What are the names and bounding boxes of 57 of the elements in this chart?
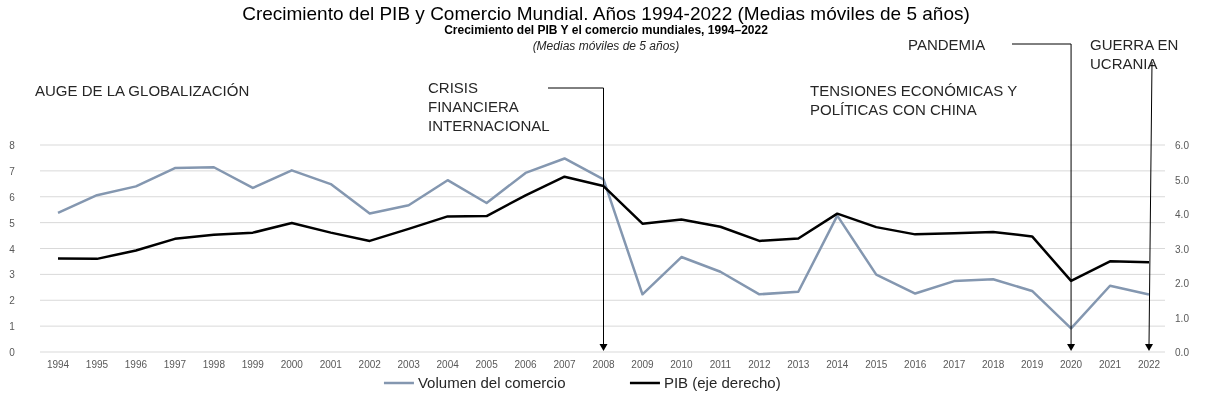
x-tick-label: 2016 — [904, 359, 927, 370]
line-series — [56, 157, 1151, 330]
x-tick-label: 2020 — [1059, 359, 1083, 370]
x-tick-label: 2007 — [553, 359, 577, 370]
x-tick-label: 1994 — [46, 359, 70, 370]
x-tick-label: 2011 — [709, 359, 732, 370]
y2-tick-label: 6.0 — [1175, 140, 1190, 151]
y-tick-label: 2 — [9, 295, 16, 307]
x-tick-label: 2018 — [982, 359, 1005, 370]
x-tick-label: 2002 — [358, 359, 382, 370]
x-tick-label: 1999 — [241, 359, 265, 370]
chart-subtitle: Crecimiento del PIB Y el comercio mundiales, 1994–2022 — [444, 23, 769, 37]
text: (Medias móviles de 5 años) — [532, 39, 680, 53]
text: GUERRA EN UCRANIA — [1090, 36, 1179, 72]
text: TENSIONES ECONÓMICAS Y POLÍTICAS CON CHINA — [810, 82, 1018, 118]
x-tick-label: 2006 — [514, 359, 538, 370]
x-tick-label: 1997 — [163, 359, 187, 370]
y-tick-label: 6 — [9, 191, 16, 203]
x-tick-label: 1996 — [124, 359, 148, 370]
x-tick-label: 2010 — [670, 359, 693, 370]
x-tick-label: 2013 — [787, 359, 810, 370]
x-tick-label: 2008 — [592, 359, 616, 370]
x-tick-label: 2012 — [748, 359, 771, 370]
y2-tick-label: 5.0 — [1175, 174, 1190, 186]
x-tick-label: 2022 — [1137, 359, 1161, 370]
text: AUGE DE LA GLOBALIZACIÓN — [35, 82, 250, 99]
y-tick-label: 8 — [9, 140, 16, 151]
text: PANDEMIA — [908, 36, 986, 53]
x-tick-label: 2021 — [1098, 359, 1122, 370]
y-tick-label: 4 — [9, 243, 16, 255]
y-tick-label: 0 — [9, 347, 16, 358]
line-series — [56, 175, 1151, 283]
y2-tick-label: 4.0 — [1175, 209, 1190, 220]
y-tick-label: 7 — [9, 165, 16, 177]
text: CRISIS FINANCIERA INTERNACIONAL — [428, 79, 550, 134]
y2-tick-label: 0.0 — [1175, 347, 1190, 358]
x-tick-label: 2004 — [436, 359, 460, 370]
x-tick-label: 2014 — [826, 359, 849, 370]
chart-title: Crecimiento del PIB y Comercio Mundial. Años 1994-2022 (Medias móviles de 5 años) — [242, 3, 970, 24]
x-tick-label: 2015 — [865, 359, 888, 370]
y-tick-label: 3 — [9, 269, 16, 281]
y2-tick-label: 1.0 — [1175, 312, 1190, 324]
legend-label: Volumen del comercio — [417, 374, 566, 391]
x-tick-label: 2017 — [943, 359, 966, 370]
x-tick-label: 1995 — [85, 359, 109, 370]
x-tick-label: 2005 — [475, 359, 499, 370]
y-tick-label: 5 — [9, 217, 16, 229]
x-tick-label: 2000 — [280, 359, 304, 370]
x-tick-label: 1998 — [202, 359, 226, 370]
y2-tick-label: 3.0 — [1175, 243, 1190, 255]
x-tick-label: 2003 — [397, 359, 421, 370]
x-tick-label: 2009 — [631, 359, 655, 370]
x-tick-label: 2019 — [1020, 359, 1044, 370]
y-tick-label: 1 — [9, 321, 16, 333]
y2-tick-label: 2.0 — [1175, 278, 1190, 289]
legend-label: PIB (eje derecho) — [663, 374, 781, 391]
x-tick-label: 2001 — [319, 359, 343, 370]
